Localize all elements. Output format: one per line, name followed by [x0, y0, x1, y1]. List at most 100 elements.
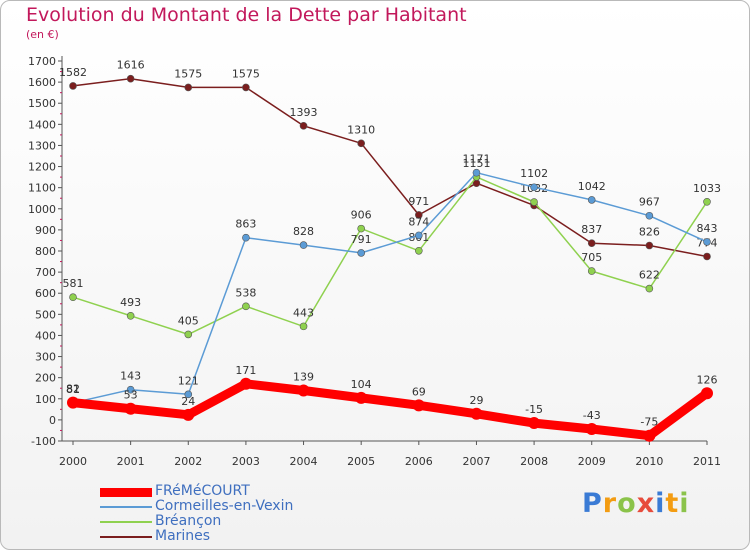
data-point-breancon: [357, 224, 365, 233]
data-label-fremecourt: 139: [293, 371, 314, 384]
data-point-cormeilles-en-vexin: [126, 385, 135, 394]
x-tick-label: 2000: [59, 455, 87, 468]
data-point-breancon: [587, 267, 596, 275]
data-label-marines: 1582: [59, 66, 87, 79]
data-point-fremecourt: [355, 391, 368, 404]
data-label-cormeilles-en-vexin: 863: [235, 218, 256, 231]
y-tick-label: 100: [35, 393, 56, 406]
data-label-fremecourt: -15: [525, 403, 543, 416]
x-tick-label: 2006: [405, 455, 433, 468]
y-tick-label: 1500: [28, 97, 56, 110]
data-label-breancon: 622: [639, 269, 660, 282]
data-label-marines: 971: [408, 195, 429, 208]
data-label-breancon: 443: [293, 306, 314, 319]
data-point-breancon: [242, 302, 250, 311]
data-label-marines: 1310: [347, 123, 375, 136]
data-point-cormeilles-en-vexin: [242, 233, 250, 242]
data-point-breancon: [126, 312, 135, 320]
legend-label-breancon: Bréançon: [155, 513, 222, 529]
data-label-fremecourt: 126: [697, 373, 718, 386]
data-label-cormeilles-en-vexin: 843: [697, 222, 718, 235]
proxiti-logo: Proxiti: [582, 488, 690, 519]
y-tick-label: -100: [31, 435, 56, 448]
data-label-breancon: 493: [120, 296, 141, 309]
data-label-breancon: 1151: [462, 157, 490, 170]
data-point-cormeilles-en-vexin: [530, 183, 538, 192]
data-point-cormeilles-en-vexin: [645, 211, 654, 220]
data-point-breancon: [703, 198, 711, 206]
data-label-fremecourt: -43: [583, 409, 601, 422]
series-line-fremecourt: [68, 379, 712, 441]
data-point-breancon: [69, 293, 77, 302]
data-point-marines: [299, 122, 308, 130]
data-point-fremecourt: [585, 422, 598, 435]
series-line-breancon: [72, 176, 708, 336]
x-tick-label: 2009: [578, 455, 606, 468]
y-tick-label: 1300: [28, 139, 56, 152]
data-point-marines: [69, 82, 77, 90]
data-point-fremecourt: [297, 384, 310, 397]
y-tick-label: 500: [35, 308, 56, 321]
y-tick-label: 1200: [28, 161, 56, 174]
data-label-breancon: 1033: [693, 182, 721, 195]
data-label-fremecourt: 53: [124, 389, 138, 402]
data-label-cormeilles-en-vexin: 1171: [462, 153, 490, 166]
data-label-fremecourt: 82: [66, 383, 80, 396]
data-label-cormeilles-en-vexin: 791: [351, 233, 372, 246]
data-point-fremecourt: [182, 408, 195, 421]
y-tick-label: 0: [49, 414, 56, 427]
data-point-marines: [587, 239, 596, 247]
data-point-breancon: [645, 284, 654, 293]
y-tick-label: 1400: [28, 118, 56, 131]
x-tick-label: 2001: [117, 455, 145, 468]
data-point-cormeilles-en-vexin: [299, 241, 308, 249]
data-point-breancon: [415, 246, 423, 255]
y-tick-label: 1700: [28, 55, 56, 68]
data-label-cormeilles-en-vexin: 967: [639, 196, 660, 209]
x-tick-label: 2002: [174, 455, 202, 468]
data-label-fremecourt: 69: [412, 385, 426, 398]
data-label-breancon: 405: [178, 314, 199, 327]
data-point-fremecourt: [528, 417, 541, 430]
data-label-cormeilles-en-vexin: 81: [66, 383, 80, 396]
data-point-cormeilles-en-vexin: [472, 168, 481, 177]
y-tick-label: 1100: [28, 182, 56, 195]
x-tick-label: 2010: [635, 455, 663, 468]
x-tick-label: 2008: [520, 455, 548, 468]
x-tick-label: 2004: [290, 455, 318, 468]
y-tick-label: 600: [35, 287, 56, 300]
data-point-breancon: [184, 330, 193, 339]
data-point-marines: [184, 83, 193, 92]
data-label-breancon: 705: [581, 251, 602, 264]
data-point-cormeilles-en-vexin: [357, 249, 365, 257]
y-tick-label: 700: [35, 266, 56, 279]
y-tick-label: 1600: [28, 76, 56, 89]
data-point-marines: [415, 211, 423, 219]
y-tick-label: 800: [35, 245, 56, 258]
data-label-cormeilles-en-vexin: 1042: [578, 180, 606, 193]
data-label-fremecourt: 29: [469, 394, 483, 407]
y-tick-label: 1000: [28, 203, 56, 216]
data-label-cormeilles-en-vexin: 828: [293, 225, 314, 238]
chart-title: Evolution du Montant de la Dette par Hab…: [26, 4, 467, 26]
legend-swatch-marines: [100, 536, 152, 538]
data-label-breancon: 906: [351, 209, 372, 222]
data-point-fremecourt: [470, 407, 483, 420]
data-label-fremecourt: -75: [640, 416, 658, 429]
data-label-cormeilles-en-vexin: 874: [408, 215, 429, 228]
data-point-fremecourt: [67, 396, 79, 409]
data-point-fremecourt: [701, 387, 713, 400]
data-point-cormeilles-en-vexin: [703, 238, 711, 246]
data-label-cormeilles-en-vexin: 1102: [520, 167, 548, 180]
data-label-marines: 1393: [290, 106, 318, 119]
x-tick-label: 2007: [462, 455, 490, 468]
y-tick-label: 300: [35, 351, 56, 364]
data-label-marines: 1616: [117, 59, 145, 72]
data-point-marines: [703, 252, 711, 261]
legend-label-fremecourt: FRéMéCOURT: [155, 483, 250, 499]
data-label-cormeilles-en-vexin: 143: [120, 370, 141, 383]
series-line-marines: [72, 77, 708, 258]
data-point-cormeilles-en-vexin: [415, 231, 423, 240]
chart-subtitle: (en €): [26, 28, 59, 41]
